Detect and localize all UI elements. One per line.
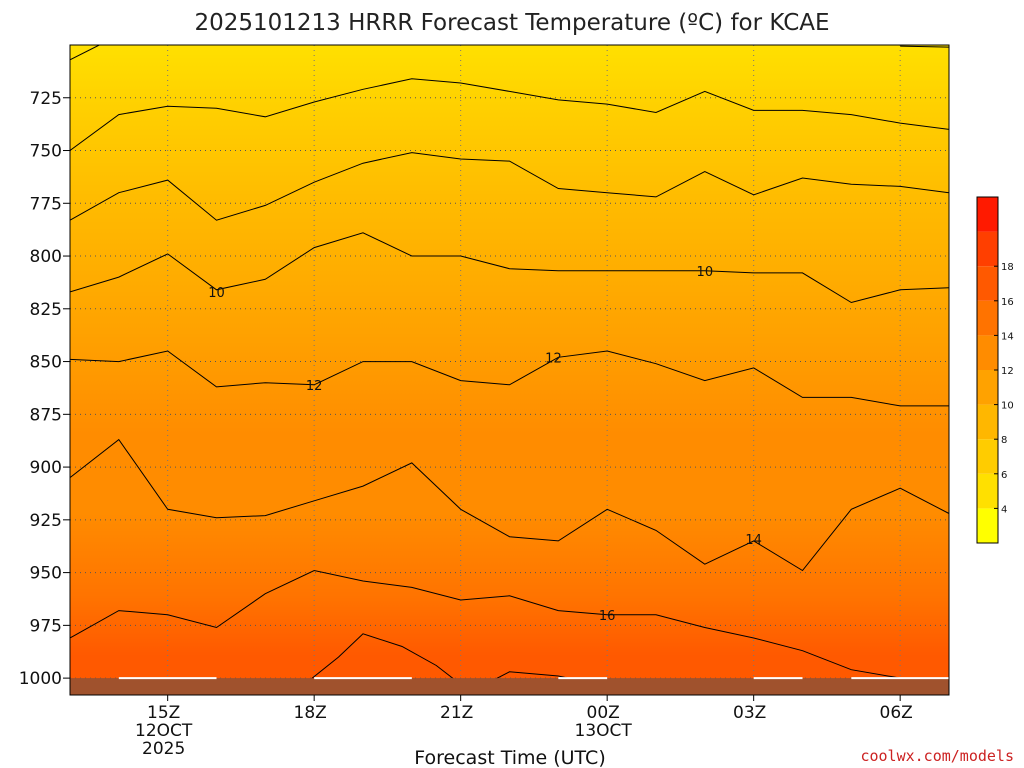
contour-line xyxy=(70,152,949,221)
y-tick-label: 800 xyxy=(30,247,62,267)
colorbar-segment xyxy=(977,370,998,405)
colorbar-label: 18 xyxy=(1001,262,1014,273)
chart-title: 2025101213 HRRR Forecast Temperature (ºC… xyxy=(194,10,829,36)
colorbar-segment xyxy=(977,508,998,543)
y-tick-label: 775 xyxy=(30,194,62,214)
plot-area xyxy=(69,44,950,696)
y-tick-label: 825 xyxy=(30,300,62,320)
x-tick-label: 03Z xyxy=(733,703,766,723)
y-tick-label: 750 xyxy=(30,142,62,162)
colorbar-segment xyxy=(977,404,998,440)
x-tick-label: 06Z xyxy=(880,703,913,723)
colorbar-segment xyxy=(977,300,998,336)
contour-line xyxy=(70,232,949,304)
x-tick-label: 15Z xyxy=(147,703,180,723)
plot-frame xyxy=(69,44,950,696)
contour-label: 12 xyxy=(306,379,323,394)
colorbar-label: 4 xyxy=(1001,504,1007,515)
colorbar: 4 6 8 10 12 14 16 18 xyxy=(976,196,1014,544)
contour-label: 10 xyxy=(208,286,225,301)
colorbar-segment xyxy=(977,473,998,509)
y-axis: 725 750 775 800 825 850 875 900 925 950 975 1000 xyxy=(19,89,70,689)
contour-line xyxy=(70,438,949,572)
contour-line xyxy=(70,45,100,61)
colorbar-label: 10 xyxy=(1001,401,1014,412)
colorbar-segment xyxy=(977,231,998,267)
colorbar-segment xyxy=(977,439,998,474)
contour-line xyxy=(70,78,949,151)
y-tick-label: 925 xyxy=(30,511,62,531)
x-tick-label: 18Z xyxy=(294,703,327,723)
colorbar-label: 8 xyxy=(1001,435,1007,446)
y-tick-label: 875 xyxy=(30,405,62,425)
y-tick-label: 900 xyxy=(30,458,62,478)
y-tick-label: 975 xyxy=(30,616,62,636)
x-tick-label: 13OCT xyxy=(575,721,633,741)
contour-line xyxy=(70,350,949,407)
grid-lines xyxy=(70,45,949,695)
contour-line xyxy=(900,45,949,48)
colorbar-label: 14 xyxy=(1001,331,1014,342)
x-tick-label: 21Z xyxy=(440,703,473,723)
y-tick-label: 950 xyxy=(30,564,62,584)
y-tick-label: 725 xyxy=(30,89,62,109)
colorbar-label: 16 xyxy=(1001,297,1014,308)
colorbar-segment xyxy=(977,266,998,301)
contour-label: 16 xyxy=(599,609,616,624)
colorbar-segment xyxy=(977,197,998,232)
x-tick-label: 2025 xyxy=(142,739,185,759)
x-tick-label: 12OCT xyxy=(135,721,193,741)
contour-line xyxy=(70,569,925,685)
contour-label: 10 xyxy=(697,265,714,280)
temperature-field xyxy=(70,45,949,695)
colorbar-label: 12 xyxy=(1001,366,1014,377)
contour-labels: 10 10 12 12 14 16 xyxy=(208,265,762,624)
colorbar-label: 6 xyxy=(1001,470,1007,481)
colorbar-segment xyxy=(977,335,998,370)
credit-text: coolwx.com/models xyxy=(860,747,1014,765)
contour-line xyxy=(304,633,462,685)
y-tick-label: 850 xyxy=(30,353,62,373)
contour-label: 12 xyxy=(545,351,562,366)
x-axis-label: Forecast Time (UTC) xyxy=(414,747,605,768)
contour-lines xyxy=(70,45,949,685)
y-tick-label: 1000 xyxy=(19,669,62,689)
x-tick-label: 00Z xyxy=(587,703,620,723)
contour-label: 14 xyxy=(745,533,762,548)
ground-surface xyxy=(70,678,949,695)
